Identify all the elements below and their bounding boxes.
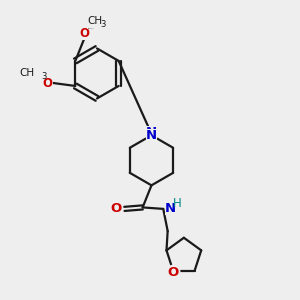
- Text: 3: 3: [41, 72, 47, 81]
- Text: O: O: [43, 76, 53, 89]
- Text: O: O: [79, 27, 89, 40]
- Text: CH: CH: [19, 68, 34, 78]
- Text: methyl_1: methyl_1: [87, 27, 94, 28]
- Text: H: H: [173, 197, 182, 210]
- Text: N: N: [146, 129, 157, 142]
- Text: N: N: [165, 202, 176, 215]
- Text: 3: 3: [100, 20, 106, 29]
- Text: N: N: [146, 126, 157, 139]
- Text: CH: CH: [88, 16, 103, 26]
- Text: O: O: [167, 266, 179, 279]
- Text: O: O: [111, 202, 122, 215]
